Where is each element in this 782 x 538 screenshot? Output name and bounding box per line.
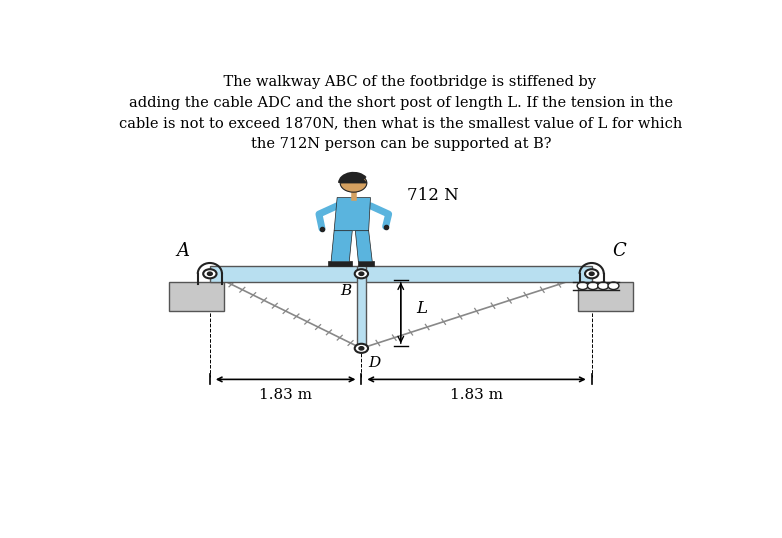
Circle shape <box>207 272 212 275</box>
Circle shape <box>587 282 598 289</box>
Circle shape <box>355 269 368 278</box>
Circle shape <box>355 344 368 353</box>
Circle shape <box>585 269 598 278</box>
Text: B: B <box>341 284 352 298</box>
Text: 712 N: 712 N <box>407 187 458 203</box>
Polygon shape <box>169 281 224 310</box>
Polygon shape <box>340 174 367 183</box>
Circle shape <box>608 282 619 289</box>
Circle shape <box>577 282 588 289</box>
Polygon shape <box>355 231 372 262</box>
Circle shape <box>590 272 594 275</box>
Text: A: A <box>176 242 189 260</box>
Polygon shape <box>210 266 592 281</box>
Circle shape <box>203 269 217 278</box>
Polygon shape <box>578 281 633 310</box>
Text: 1.83 m: 1.83 m <box>450 388 503 402</box>
Text: 1.83 m: 1.83 m <box>259 388 312 402</box>
Polygon shape <box>331 231 353 262</box>
Text: D: D <box>368 356 381 370</box>
Polygon shape <box>357 266 366 348</box>
Circle shape <box>359 272 364 275</box>
Polygon shape <box>328 261 353 266</box>
Circle shape <box>340 174 367 192</box>
Circle shape <box>359 346 364 350</box>
Circle shape <box>597 282 608 289</box>
Text: C: C <box>612 242 626 260</box>
Text: The walkway ABC of the footbridge is stiffened by
adding the cable ADC and the s: The walkway ABC of the footbridge is sti… <box>119 75 683 151</box>
Polygon shape <box>358 261 374 266</box>
Polygon shape <box>334 197 371 231</box>
Text: L: L <box>416 301 427 317</box>
